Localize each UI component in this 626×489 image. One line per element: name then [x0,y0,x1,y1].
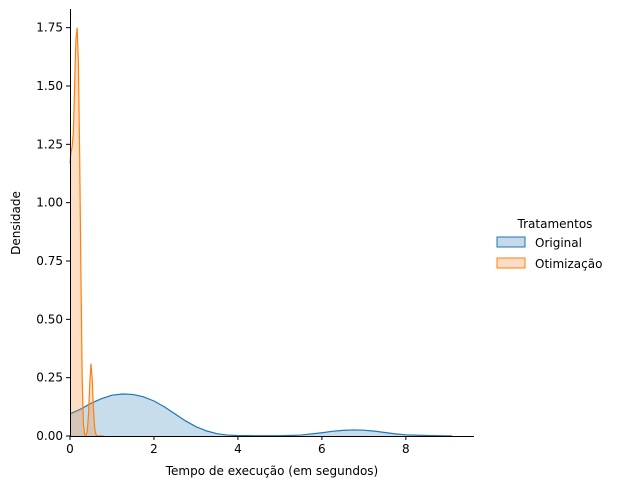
x-axis-label: Tempo de execução (em segundos) [165,464,378,478]
y-tick-label: 1.50 [36,79,63,93]
y-tick-label: 1.75 [36,21,63,35]
series-area-otimizacao [70,27,104,436]
x-tick-label: 4 [234,442,242,456]
x-tick-label: 8 [402,442,410,456]
x-ticks: 0 2 4 6 8 [66,436,410,456]
series-area-original [70,394,453,436]
x-tick-label: 2 [150,442,158,456]
y-tick-label: 0.00 [36,429,63,443]
y-tick-label: 1.25 [36,137,63,151]
legend-label-original: Original [535,236,582,250]
y-axis-label: Densidade [9,191,23,255]
legend-swatch-otimizacao [496,257,526,269]
series-line-otimizacao [69,27,104,437]
legend-label-otimizacao: Otimização [535,257,602,271]
y-tick-label: 1.00 [36,196,63,210]
series-line-original [69,393,453,437]
x-tick-label: 0 [66,442,74,456]
x-tick-label: 6 [318,442,326,456]
legend-title: Tratamentos [517,217,593,231]
plot-area: 0 2 4 6 8 0.00 0.25 0.50 0.75 1.00 1.25 1.50 1.75 [36,9,474,456]
series-layer [69,27,453,437]
y-tick-label: 0.75 [36,254,63,268]
y-ticks: 0.00 0.25 0.50 0.75 1.00 1.25 1.50 1.75 [36,21,70,443]
legend: Tratamentos Original Otimização [496,217,602,271]
y-tick-label: 0.25 [36,371,63,385]
y-tick-label: 0.50 [36,312,63,326]
legend-swatch-original [496,236,526,248]
